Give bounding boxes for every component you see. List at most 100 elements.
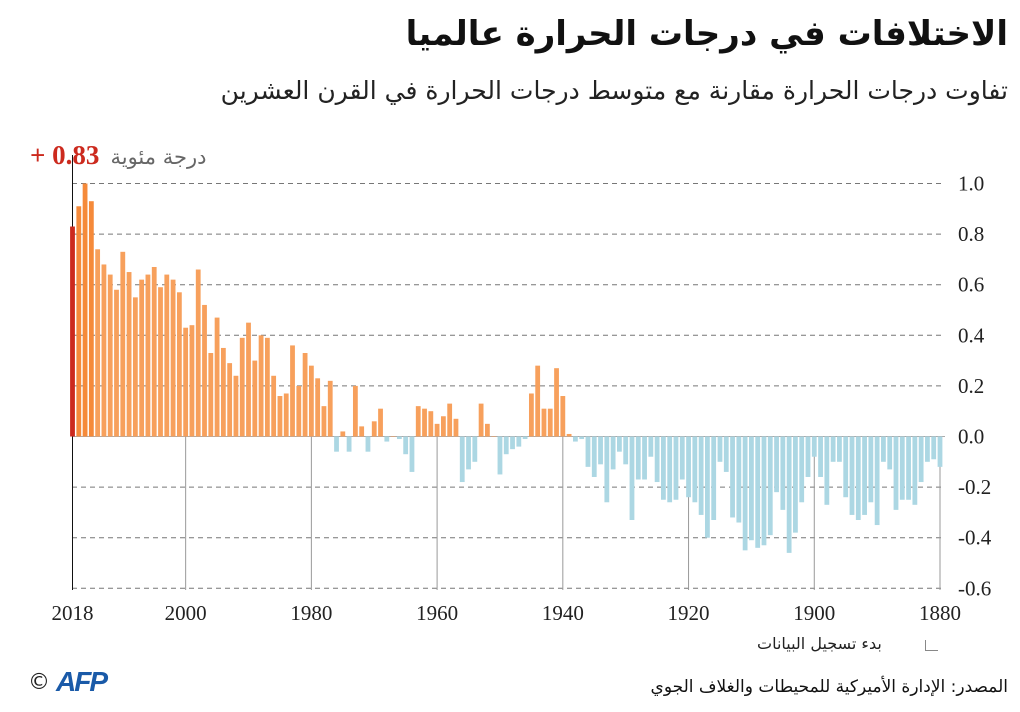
bar-2007: [139, 279, 145, 437]
bar-1938: [572, 436, 578, 442]
y-tick-label: 0.2: [958, 374, 984, 398]
bar-1919: [692, 436, 698, 503]
bar-2015: [88, 201, 94, 437]
bar-1969: [378, 408, 383, 437]
source-text: المصدر: الإدارة الأميركية للمحيطات والغل…: [650, 677, 1008, 697]
bar-1966: [396, 436, 402, 440]
bar-1936: [585, 436, 591, 467]
bar-1964: [409, 436, 415, 472]
bar-1989: [252, 360, 258, 437]
bar-1883: [918, 436, 924, 483]
bar-1982: [296, 385, 302, 437]
bar-1977: [327, 380, 333, 437]
bar-1948: [510, 436, 515, 450]
data-start-marker: [925, 640, 938, 651]
bar-1945: [528, 393, 534, 437]
bar-2016: [82, 183, 88, 437]
bar-1955: [466, 436, 471, 470]
bar-1953: [478, 403, 484, 437]
bar-1925: [654, 436, 660, 483]
bar-1970: [371, 421, 377, 437]
bar-1956: [459, 436, 465, 483]
data-start-note: بدء تسجيل البيانات: [757, 634, 882, 653]
bar-2005: [151, 266, 157, 437]
bar-1939: [566, 433, 572, 437]
bar-1900: [811, 436, 817, 457]
bar-1907: [767, 436, 773, 536]
bar-1995: [214, 317, 220, 437]
bar-1959: [440, 416, 446, 437]
bar-1971: [365, 436, 371, 452]
bar-1893: [855, 436, 861, 520]
bar-1903: [793, 436, 798, 533]
bar-1897: [830, 436, 836, 462]
bar-2014: [95, 249, 101, 437]
y-tick-label: -0.4: [958, 526, 992, 550]
bar-1958: [447, 403, 453, 437]
bar-1954: [472, 436, 478, 462]
bar-1973: [352, 385, 358, 437]
x-tick-label: 1980: [290, 601, 332, 625]
latest-value: + 0.83: [30, 140, 100, 170]
bar-1940: [560, 396, 566, 437]
bar-1978: [321, 406, 327, 437]
bar-1914: [723, 436, 729, 472]
x-tick-label: 1940: [542, 601, 584, 625]
bar-1882: [925, 436, 930, 462]
bar-2001: [176, 292, 182, 437]
bar-1880: [937, 436, 943, 467]
bar-2002: [170, 279, 176, 437]
bar-2000: [183, 327, 189, 437]
bar-1899: [818, 436, 823, 477]
bar-1943: [541, 408, 547, 437]
bar-1981: [302, 353, 308, 437]
bar-1976: [334, 436, 339, 452]
bar-2017: [76, 206, 82, 437]
bar-1985: [277, 396, 283, 437]
bar-1916: [711, 436, 717, 520]
chart-subtitle: تفاوت درجات الحرارة مقارنة مع متوسط درجا…: [220, 76, 1008, 105]
y-tick-label: 0.8: [958, 222, 984, 246]
bar-1942: [547, 408, 553, 437]
bar-1886: [899, 436, 905, 500]
bar-1908: [761, 436, 767, 546]
bar-1946: [522, 436, 528, 440]
bar-1904: [786, 436, 792, 553]
afp-logo-text: AFP: [56, 666, 108, 697]
bar-1975: [340, 431, 346, 437]
bar-2006: [145, 274, 151, 437]
bar-1974: [346, 436, 352, 452]
x-tick-label: 2018: [52, 601, 94, 625]
bar-2012: [107, 274, 113, 437]
bar-1924: [661, 436, 666, 500]
y-tick-label: 0.0: [958, 425, 984, 449]
y-tick-label: 0.6: [958, 273, 984, 297]
bar-1884: [912, 436, 918, 505]
bar-1947: [516, 436, 522, 447]
bar-1941: [554, 368, 559, 437]
bar-1881: [931, 436, 937, 460]
y-tick-label: -0.2: [958, 475, 991, 499]
bar-1931: [617, 436, 622, 452]
bar-1935: [591, 436, 597, 477]
bar-1927: [642, 436, 647, 480]
bar-1921: [679, 436, 685, 480]
bar-1918: [698, 436, 704, 515]
y-tick-label: 0.4: [958, 323, 985, 347]
bar-1980: [308, 365, 314, 437]
bar-1993: [227, 363, 233, 437]
bar-1999: [189, 325, 195, 437]
x-tick-label: 1960: [416, 601, 458, 625]
y-axis-unit: درجة مئوية: [110, 145, 207, 169]
bar-1979: [315, 378, 321, 437]
bar-1987: [264, 337, 270, 437]
bar-1912: [736, 436, 742, 523]
bar-1901: [805, 436, 811, 477]
bar-1990: [246, 322, 251, 437]
bar-1944: [535, 365, 541, 437]
bar-1915: [717, 436, 723, 462]
bar-1928: [635, 436, 641, 480]
bar-1957: [453, 418, 459, 437]
bar-1891: [868, 436, 874, 503]
bar-1911: [742, 436, 748, 551]
